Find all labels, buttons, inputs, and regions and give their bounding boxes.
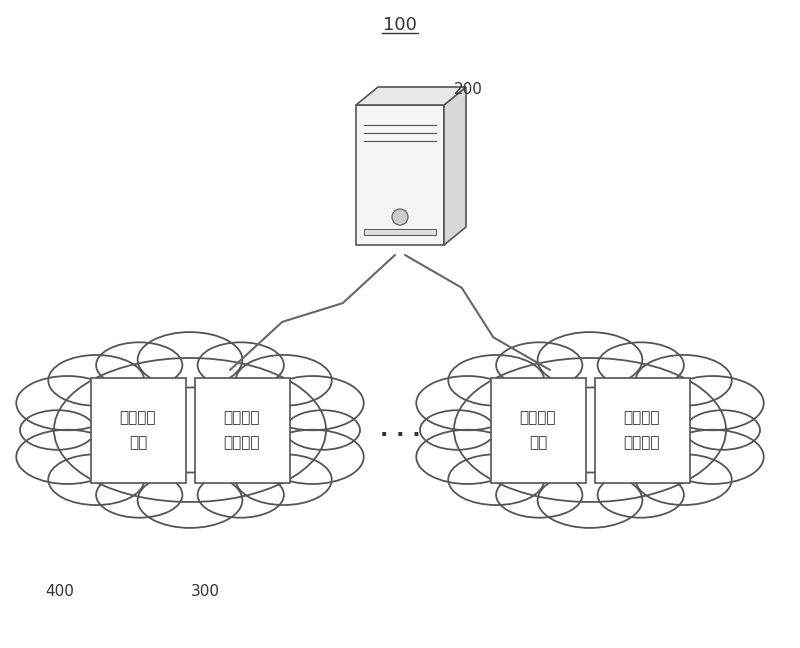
- Text: 信息采集
设备: 信息采集 设备: [520, 410, 556, 450]
- Text: 信息采集
设备: 信息采集 设备: [120, 410, 156, 450]
- Ellipse shape: [538, 472, 642, 528]
- Ellipse shape: [636, 454, 732, 505]
- Ellipse shape: [636, 355, 732, 406]
- Ellipse shape: [96, 472, 182, 518]
- Ellipse shape: [48, 355, 144, 406]
- Ellipse shape: [20, 410, 95, 450]
- Ellipse shape: [262, 430, 364, 484]
- Ellipse shape: [286, 410, 360, 450]
- Text: . . .: . . .: [380, 420, 420, 440]
- Ellipse shape: [662, 376, 764, 430]
- Ellipse shape: [236, 355, 332, 406]
- Text: 定向高音
喇叭模组: 定向高音 喇叭模组: [224, 410, 260, 450]
- Ellipse shape: [16, 376, 118, 430]
- Bar: [364, 229, 436, 235]
- Ellipse shape: [496, 342, 582, 388]
- Polygon shape: [444, 87, 466, 245]
- Ellipse shape: [416, 376, 518, 430]
- FancyBboxPatch shape: [490, 378, 586, 483]
- Ellipse shape: [454, 358, 726, 502]
- Polygon shape: [356, 87, 466, 105]
- Ellipse shape: [416, 430, 518, 484]
- FancyBboxPatch shape: [194, 378, 290, 483]
- Ellipse shape: [598, 342, 684, 388]
- Ellipse shape: [496, 472, 582, 518]
- Ellipse shape: [448, 355, 544, 406]
- Ellipse shape: [96, 342, 182, 388]
- Ellipse shape: [48, 454, 144, 505]
- Ellipse shape: [598, 472, 684, 518]
- Text: 100: 100: [383, 16, 417, 34]
- Ellipse shape: [662, 430, 764, 484]
- Ellipse shape: [538, 332, 642, 388]
- Ellipse shape: [138, 472, 242, 528]
- Ellipse shape: [262, 376, 364, 430]
- Ellipse shape: [685, 410, 760, 450]
- Ellipse shape: [236, 454, 332, 505]
- FancyBboxPatch shape: [594, 378, 690, 483]
- Ellipse shape: [448, 454, 544, 505]
- Text: 400: 400: [46, 584, 74, 599]
- FancyBboxPatch shape: [90, 378, 186, 483]
- Circle shape: [392, 209, 408, 225]
- Ellipse shape: [198, 342, 284, 388]
- Ellipse shape: [198, 472, 284, 518]
- Polygon shape: [356, 105, 444, 245]
- Ellipse shape: [54, 358, 326, 502]
- Ellipse shape: [16, 430, 118, 484]
- Ellipse shape: [138, 332, 242, 388]
- Text: 300: 300: [190, 584, 219, 599]
- Text: 定向高音
喇叭模组: 定向高音 喇叭模组: [624, 410, 660, 450]
- Ellipse shape: [420, 410, 494, 450]
- Text: 200: 200: [454, 82, 482, 97]
